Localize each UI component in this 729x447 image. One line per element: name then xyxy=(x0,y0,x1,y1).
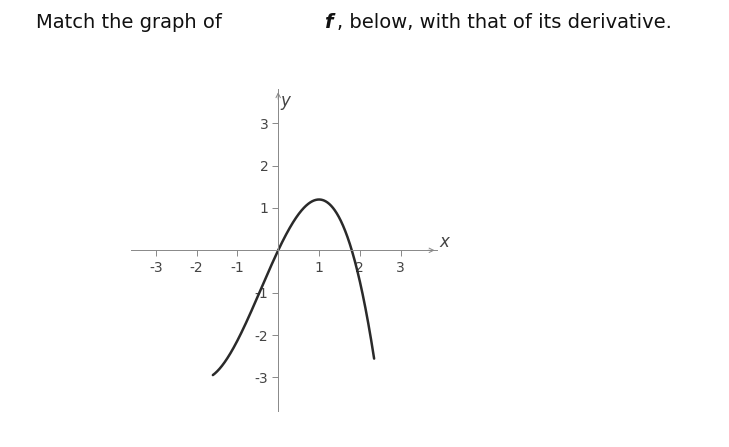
Text: y: y xyxy=(281,92,290,110)
Text: , below, with that of its derivative.: , below, with that of its derivative. xyxy=(337,13,671,33)
Text: f: f xyxy=(324,13,333,33)
Text: x: x xyxy=(440,233,449,251)
Text: Match the graph of: Match the graph of xyxy=(36,13,229,33)
